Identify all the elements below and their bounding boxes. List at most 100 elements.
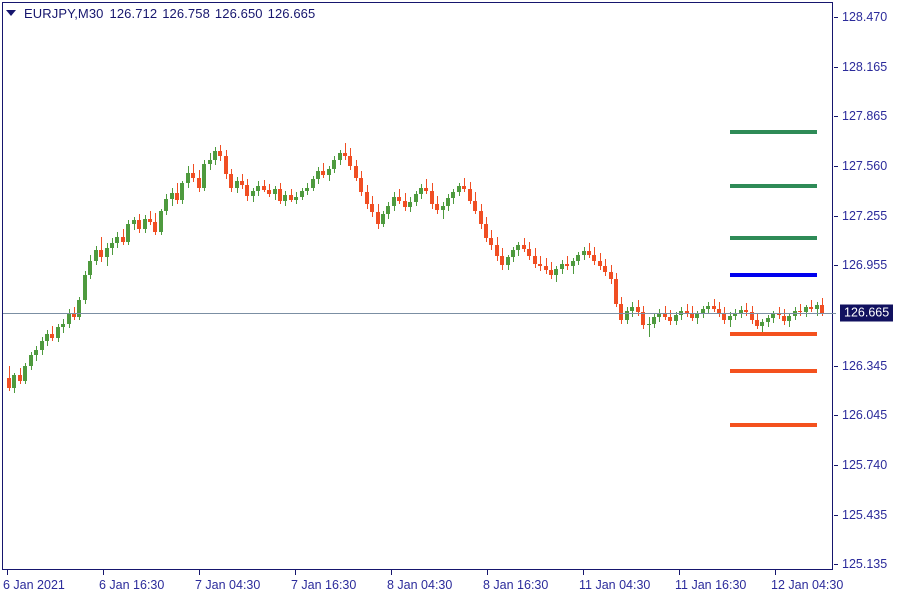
symbol-timeframe-label: EURJPY,M30 <box>24 5 104 21</box>
candle-body-bullish <box>294 196 298 200</box>
level-line-take-profit-3[interactable] <box>733 129 814 134</box>
candle-body-bullish <box>88 260 92 275</box>
level-line-stop-loss-1[interactable] <box>733 331 814 336</box>
candle-body-bearish <box>343 153 347 156</box>
level-line-stop-loss-3[interactable] <box>733 422 814 427</box>
candle-body-bullish <box>739 309 743 314</box>
candle-wick <box>443 202 444 219</box>
candle-body-bullish <box>728 315 732 320</box>
candle-body-bearish <box>603 266 607 273</box>
candle-body-bearish <box>50 333 54 339</box>
level-endpoint-entry-right[interactable] <box>814 273 817 278</box>
level-endpoint-stop-loss-2-left[interactable] <box>730 369 733 374</box>
candle-body-bullish <box>457 185 461 193</box>
candle-body-bullish <box>733 313 737 316</box>
candle-body-bearish <box>750 312 754 321</box>
level-line-stop-loss-2[interactable] <box>733 369 814 374</box>
candle-body-bullish <box>506 257 510 265</box>
candle-body-bearish <box>495 244 499 257</box>
level-line-take-profit-2[interactable] <box>733 183 814 188</box>
level-endpoint-take-profit-1-left[interactable] <box>730 236 733 241</box>
candle-body-bullish <box>170 193 174 200</box>
price-axis[interactable]: 128.470 128.165 127.865 127.560 127.255 126.9… <box>828 0 900 600</box>
candle-body-bearish <box>598 260 602 267</box>
candle-body-bearish <box>614 279 618 305</box>
level-endpoint-take-profit-3-right[interactable] <box>814 129 817 134</box>
candle-body-bullish <box>652 317 656 324</box>
candle-body-bullish <box>386 205 390 214</box>
candle-wick <box>730 312 731 327</box>
candle-wick <box>762 318 763 334</box>
level-endpoint-stop-loss-1-right[interactable] <box>814 331 817 336</box>
candle-body-bullish <box>571 261 575 267</box>
level-endpoint-take-profit-1-right[interactable] <box>814 236 817 241</box>
candle-body-bearish <box>7 377 11 389</box>
candle-body-bearish <box>191 172 195 178</box>
candlestick-plot-area[interactable] <box>3 3 832 569</box>
candle-body-bullish <box>164 199 168 212</box>
candle-wick <box>345 143 346 160</box>
candle-body-bearish <box>321 171 325 176</box>
candle-body-bearish <box>430 190 434 204</box>
candle-body-bullish <box>283 194 287 201</box>
candle-body-bullish <box>115 236 119 243</box>
candle-body-bearish <box>809 307 813 309</box>
level-endpoint-take-profit-2-left[interactable] <box>730 183 733 188</box>
candle-body-bearish <box>522 244 526 250</box>
candle-wick <box>150 210 151 226</box>
candle-body-bullish <box>332 159 336 169</box>
candle-body-bullish <box>392 196 396 206</box>
quote-low: 126.650 <box>214 5 263 21</box>
level-endpoint-entry-left[interactable] <box>730 273 733 278</box>
candle-body-bearish <box>717 308 721 314</box>
candle-body-bearish <box>245 185 249 196</box>
level-line-take-profit-1[interactable] <box>733 236 814 241</box>
level-endpoint-stop-loss-3-right[interactable] <box>814 422 817 427</box>
plot-frame <box>2 2 832 570</box>
candle-body-bearish <box>267 190 271 195</box>
candle-body-bullish <box>408 201 412 208</box>
ohlc-quote: 126.712 126.758 126.650 126.665 <box>110 6 321 21</box>
price-tick <box>834 17 838 18</box>
candle-body-bullish <box>213 150 217 160</box>
candle-body-bearish <box>592 254 596 261</box>
candle-body-bearish <box>370 203 374 213</box>
candle-body-bearish <box>663 313 667 318</box>
time-tick <box>295 570 296 575</box>
level-endpoint-take-profit-3-left[interactable] <box>730 129 733 134</box>
candle-body-bullish <box>305 187 309 191</box>
candle-wick <box>323 162 324 178</box>
candle-body-bearish <box>782 315 786 322</box>
candle-body-bullish <box>235 181 239 188</box>
candle-body-bearish <box>121 236 125 242</box>
price-axis-frame <box>832 2 834 570</box>
candle-body-bullish <box>56 326 60 339</box>
candle-body-bearish <box>18 375 22 382</box>
time-tick <box>391 570 392 575</box>
quote-close: 126.665 <box>267 5 316 21</box>
level-line-entry[interactable] <box>733 273 814 278</box>
candle-body-bullish <box>706 305 710 309</box>
candle-body-bearish <box>489 237 493 245</box>
candle-body-bearish <box>527 249 531 257</box>
chevron-down-icon[interactable] <box>6 10 16 16</box>
level-endpoint-stop-loss-2-right[interactable] <box>814 369 817 374</box>
candle-wick <box>193 163 194 182</box>
candle-body-bullish <box>760 322 764 327</box>
candle-body-bearish <box>278 189 282 201</box>
time-tick <box>679 570 680 575</box>
level-endpoint-take-profit-2-right[interactable] <box>814 183 817 188</box>
candle-body-bullish <box>29 354 33 366</box>
candle-body-bullish <box>23 365 27 382</box>
price-tick-label: 125.740 <box>842 457 888 472</box>
time-tick-label: 6 Jan 2021 <box>3 578 65 592</box>
candle-body-bearish <box>549 270 553 275</box>
level-endpoint-stop-loss-1-left[interactable] <box>730 331 733 336</box>
level-endpoint-stop-loss-3-left[interactable] <box>730 422 733 427</box>
candle-body-bearish <box>609 272 613 280</box>
candle-body-bullish <box>338 153 342 160</box>
time-tick-label: 12 Jan 04:30 <box>771 578 844 592</box>
candle-body-bearish <box>72 313 76 318</box>
candle-body-bearish <box>820 305 824 314</box>
